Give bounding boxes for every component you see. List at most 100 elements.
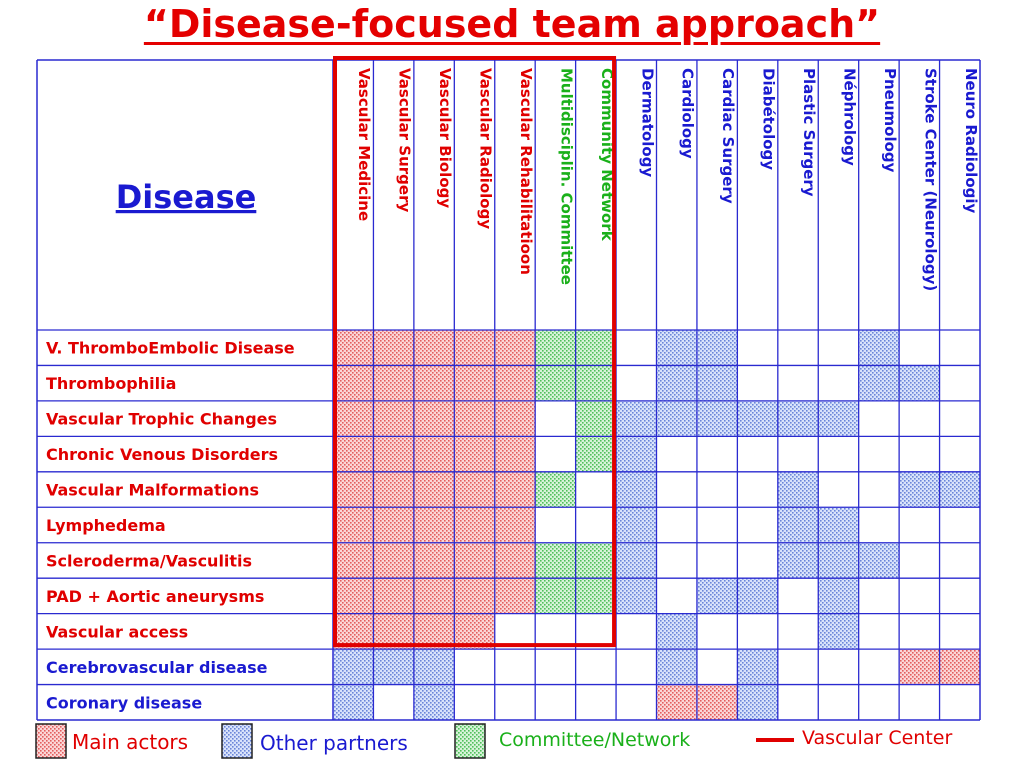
matrix-cell (575, 400, 617, 437)
row-label: Scleroderma/Vasculitis (46, 551, 252, 570)
matrix-cell (818, 400, 859, 437)
matrix-cell (575, 330, 617, 366)
matrix-cell (413, 330, 455, 366)
matrix-cell (454, 542, 495, 579)
matrix-cell (413, 400, 455, 437)
matrix-cell (333, 330, 374, 366)
matrix-cell (737, 684, 778, 720)
matrix-cell (413, 436, 455, 472)
matrix-cell (494, 365, 536, 401)
column-header: Vascular Biology (436, 68, 454, 208)
matrix-cell (616, 542, 657, 579)
matrix-cell (454, 436, 495, 472)
matrix-cell (818, 542, 859, 579)
matrix-cell (454, 471, 495, 508)
matrix-cell (616, 507, 657, 543)
matrix-cell (656, 330, 697, 366)
matrix-labels: Vascular Medicine Vascular Surgery Vascula… (46, 68, 980, 712)
column-header: Néphrology (840, 68, 858, 166)
legend-main-swatch (35, 723, 67, 759)
column-header: Vascular Medicine (355, 68, 373, 221)
matrix-cell (575, 365, 617, 401)
matrix-cell (575, 578, 617, 614)
legend-committee-swatch (454, 723, 486, 759)
column-header: Plastic Surgery (800, 68, 818, 197)
row-label: Chronic Venous Disorders (46, 445, 278, 464)
matrix-cell (696, 400, 738, 437)
matrix-cells (333, 330, 980, 720)
matrix-cell (656, 613, 697, 650)
matrix-cell (373, 436, 414, 472)
matrix-cell (333, 684, 374, 720)
matrix-cell (373, 365, 414, 401)
matrix-cell (777, 542, 819, 579)
vascular-center-outline (333, 56, 617, 648)
matrix-cell (333, 365, 374, 401)
matrix-cell (494, 400, 536, 437)
legend-committee-label: Committee/Network (499, 729, 690, 751)
matrix-cell (575, 542, 617, 579)
matrix-cell (535, 365, 576, 401)
row-label: Vascular access (46, 622, 188, 641)
matrix-cell (373, 578, 414, 614)
matrix-cell (373, 330, 414, 366)
matrix-cell (333, 436, 374, 472)
row-label: Cerebrovascular disease (46, 658, 268, 677)
matrix-cell (535, 542, 576, 579)
matrix-cell (494, 330, 536, 366)
matrix-cell (333, 507, 374, 543)
row-label: PAD + Aortic aneurysms (46, 587, 264, 606)
matrix-cell (373, 507, 414, 543)
column-header: Vascular Radiology (477, 68, 495, 229)
matrix-cell (818, 507, 859, 543)
matrix-cell (413, 649, 455, 685)
row-label: Coronary disease (46, 693, 202, 712)
matrix-cell (535, 471, 576, 508)
matrix-cell (413, 365, 455, 401)
column-header: Vascular Surgery (396, 68, 414, 212)
matrix-cell (939, 471, 980, 508)
matrix-cell (656, 649, 697, 685)
matrix-cell (454, 330, 495, 366)
column-header: Stroke Center (Neurology) (921, 68, 939, 291)
matrix-cell (737, 400, 778, 437)
grid-lines (36, 59, 981, 721)
matrix-cell (413, 684, 455, 720)
matrix-cell (454, 507, 495, 543)
matrix-cell (616, 436, 657, 472)
matrix-cell (656, 365, 697, 401)
matrix-cell (696, 578, 738, 614)
matrix-cell (899, 471, 940, 508)
matrix-cell (858, 542, 900, 579)
legend-other-label: Other partners (260, 731, 408, 755)
row-label: Vascular Malformations (46, 481, 259, 500)
matrix-cell (939, 649, 980, 685)
column-header: Diabétology (760, 68, 778, 170)
matrix-cell (818, 578, 859, 614)
matrix-cell (777, 400, 819, 437)
matrix-cell (333, 649, 374, 685)
matrix-cell (616, 471, 657, 508)
matrix-cell (454, 578, 495, 614)
matrix-cell (777, 507, 819, 543)
matrix-cell (494, 436, 536, 472)
column-header: Pneumology (881, 68, 899, 173)
column-header: Multidisciplin. Committee (557, 68, 575, 285)
matrix-cell (413, 507, 455, 543)
matrix-cell (899, 649, 940, 685)
matrix-cell (333, 471, 374, 508)
matrix-cell (696, 365, 738, 401)
matrix-cell (333, 578, 374, 614)
matrix-cell (737, 578, 778, 614)
matrix-cell (454, 400, 495, 437)
matrix-cell (413, 471, 455, 508)
matrix-cell (494, 542, 536, 579)
matrix-cell (616, 400, 657, 437)
legend-main-label: Main actors (72, 730, 188, 754)
matrix-cell (858, 330, 900, 366)
matrix-cell (737, 649, 778, 685)
matrix-cell (696, 684, 738, 720)
legend-vascular-center-label: Vascular Center (802, 727, 952, 749)
matrix-cell (656, 400, 697, 437)
